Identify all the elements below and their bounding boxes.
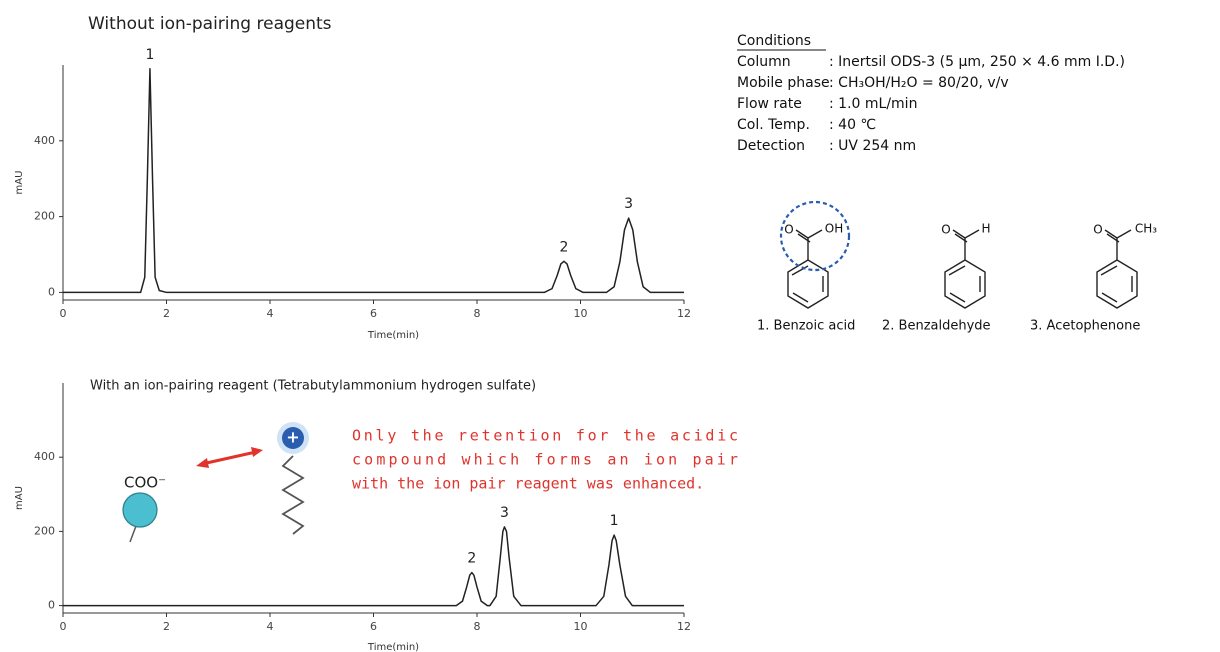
tail bbox=[129, 525, 137, 543]
bond bbox=[1106, 233, 1120, 243]
conditions: Conditions Column : Inertsil ODS-3 (5 µm… bbox=[737, 33, 1125, 154]
benzene-ring bbox=[944, 259, 986, 309]
x-tick-label: 0 bbox=[60, 307, 67, 320]
bond bbox=[792, 292, 809, 303]
anion-label: COO⁻ bbox=[124, 474, 166, 492]
condition-value: : 1.0 mL/min bbox=[829, 96, 917, 112]
bond bbox=[949, 292, 966, 303]
x-axis-label: Time(min) bbox=[367, 642, 419, 652]
x-tick-label: 12 bbox=[677, 620, 691, 633]
chart-title: With an ion-pairing reagent (Tetrabutyla… bbox=[90, 379, 536, 394]
trace bbox=[63, 68, 684, 294]
bond bbox=[964, 229, 980, 239]
condition-key: Column bbox=[737, 54, 791, 70]
highlight-circle bbox=[779, 200, 851, 272]
compound-name: 3. Acetophenone bbox=[1030, 319, 1140, 334]
bond bbox=[1101, 292, 1118, 303]
anion-ball bbox=[122, 492, 158, 528]
bond bbox=[797, 233, 811, 243]
bond bbox=[948, 265, 966, 276]
peak-label: 2 bbox=[559, 239, 568, 255]
condition-key: Detection bbox=[737, 138, 805, 154]
y-axis-label: mAU bbox=[14, 171, 25, 195]
structure: O H 2. Benzaldehyde bbox=[882, 222, 991, 334]
arrow bbox=[201, 450, 257, 466]
compound-name: 1. Benzoic acid bbox=[757, 319, 855, 334]
conditions-header: Conditions bbox=[737, 33, 811, 49]
bond bbox=[1116, 229, 1132, 239]
y-tick-label: 200 bbox=[34, 524, 55, 537]
x-tick-label: 6 bbox=[370, 620, 377, 633]
bond bbox=[1104, 229, 1118, 239]
bond bbox=[1100, 265, 1118, 276]
ion-pair-cartoon: COO⁻ + bbox=[122, 422, 309, 543]
atom: O bbox=[784, 223, 793, 237]
structure: O OH 1. Benzoic acid bbox=[757, 200, 855, 334]
bond bbox=[795, 229, 809, 239]
condition-value: : Inertsil ODS-3 (5 µm, 250 × 4.6 mm I.D… bbox=[829, 54, 1125, 70]
y-tick-label: 400 bbox=[34, 134, 55, 147]
chart-title: Without ion-pairing reagents bbox=[88, 14, 332, 34]
condition-value: : UV 254 nm bbox=[829, 138, 916, 154]
x-tick-label: 4 bbox=[267, 307, 274, 320]
x-tick-label: 2 bbox=[163, 307, 170, 320]
benzene-ring bbox=[787, 259, 829, 309]
x-tick-label: 8 bbox=[474, 620, 481, 633]
cation-ball bbox=[282, 427, 304, 449]
cation-label: + bbox=[286, 428, 299, 447]
x-tick-label: 12 bbox=[677, 307, 691, 320]
y-tick-label: 0 bbox=[48, 599, 55, 612]
bond bbox=[807, 229, 823, 239]
peak-label: 2 bbox=[467, 551, 476, 567]
x-tick-label: 6 bbox=[370, 307, 377, 320]
x-tick-label: 8 bbox=[474, 307, 481, 320]
y-tick-label: 0 bbox=[48, 285, 55, 298]
bond bbox=[952, 229, 966, 239]
compound-name: 2. Benzaldehyde bbox=[882, 319, 991, 334]
atom: O bbox=[941, 223, 950, 237]
alkyl-chain bbox=[281, 455, 305, 535]
x-axis-label: Time(min) bbox=[367, 330, 419, 341]
condition-key: Col. Temp. bbox=[737, 117, 810, 133]
y-tick-label: 400 bbox=[34, 450, 55, 463]
arrow-head bbox=[196, 458, 209, 468]
annotation: with the ion pair reagent was enhanced. bbox=[352, 475, 704, 493]
trace bbox=[63, 526, 684, 607]
condition-value: : CH₃OH/H₂O = 80/20, v/v bbox=[829, 75, 1009, 91]
peak-label: 3 bbox=[624, 196, 633, 212]
annotation: Only the retention for the acidic bbox=[352, 427, 738, 445]
annotation: compound which forms an ion pair bbox=[352, 451, 738, 469]
condition-key: Mobile phase bbox=[737, 75, 830, 91]
bond bbox=[954, 233, 968, 243]
structure: O CH₃ 3. Acetophenone bbox=[1030, 222, 1157, 334]
peak-label: 1 bbox=[610, 513, 619, 529]
atom: O bbox=[1093, 223, 1102, 237]
atom: CH₃ bbox=[1135, 222, 1157, 236]
peak-label: 1 bbox=[145, 47, 154, 63]
x-tick-label: 10 bbox=[574, 620, 588, 633]
x-tick-label: 2 bbox=[163, 620, 170, 633]
atom: H bbox=[981, 222, 990, 236]
y-tick-label: 200 bbox=[34, 210, 55, 223]
atom: OH bbox=[825, 222, 843, 236]
peak-label: 3 bbox=[500, 505, 509, 521]
x-tick-label: 10 bbox=[574, 307, 588, 320]
condition-key: Flow rate bbox=[737, 96, 802, 112]
benzene-ring bbox=[1096, 259, 1138, 309]
y-axis-label: mAU bbox=[14, 486, 25, 510]
x-tick-label: 0 bbox=[60, 620, 67, 633]
x-tick-label: 4 bbox=[267, 620, 274, 633]
arrow-head bbox=[251, 447, 263, 457]
condition-value: : 40 ℃ bbox=[829, 117, 876, 133]
